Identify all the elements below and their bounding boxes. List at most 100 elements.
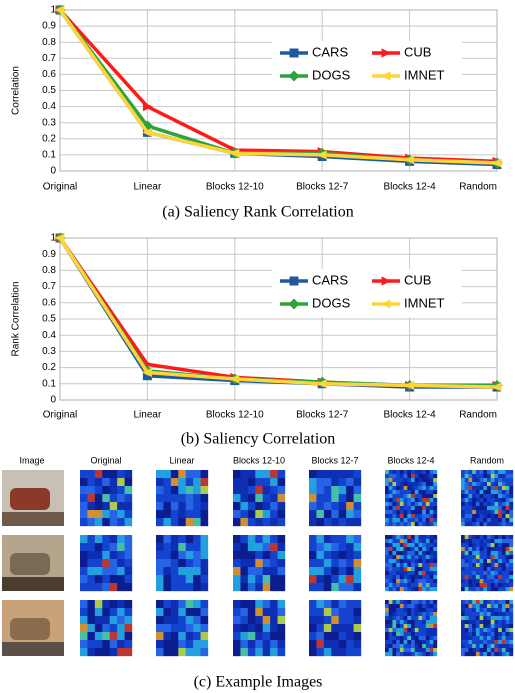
saliency-cell — [490, 616, 495, 621]
saliency-cell — [392, 612, 397, 617]
saliency-cell — [87, 510, 96, 519]
saliency-cell — [422, 498, 427, 503]
saliency-cell — [411, 535, 415, 540]
saliency-cell — [498, 470, 503, 475]
saliency-cell — [316, 494, 325, 503]
saliency-cell — [392, 490, 397, 495]
saliency-cell — [309, 616, 317, 625]
saliency-cell — [490, 535, 495, 540]
saliency-cell — [411, 628, 415, 633]
saliency-cell — [433, 608, 438, 613]
saliency-cell — [505, 648, 510, 653]
saliency-cell — [433, 632, 438, 637]
saliency-cell — [233, 567, 241, 576]
legend-label: CARS — [312, 44, 348, 59]
saliency-cell — [475, 551, 480, 556]
saliency-cell — [461, 628, 465, 633]
saliency-cell — [233, 600, 241, 609]
saliency-cell — [309, 510, 317, 519]
saliency-cell — [396, 486, 401, 491]
saliency-cell — [461, 571, 465, 576]
saliency-cell — [255, 600, 263, 609]
saliency-cell — [124, 640, 133, 649]
saliency-cell — [331, 600, 339, 609]
saliency-cell — [461, 539, 465, 544]
saliency-cell — [483, 502, 488, 507]
saliency-cell — [475, 567, 480, 572]
saliency-cell — [185, 543, 194, 552]
saliency-cell — [277, 608, 286, 617]
saliency-cell — [388, 571, 393, 576]
saliency-cell — [346, 608, 354, 617]
saliency-cell — [233, 470, 241, 479]
saliency-cell — [505, 579, 510, 584]
saliency-cell — [392, 482, 397, 487]
saliency-cell — [505, 571, 510, 576]
saliency-cell — [433, 490, 438, 495]
saliency-cell — [200, 502, 209, 511]
saliency-cell — [156, 567, 164, 576]
saliency-cell — [422, 624, 427, 629]
saliency-cell — [316, 575, 325, 584]
saliency-cell — [433, 575, 438, 580]
saliency-cell — [193, 551, 201, 560]
saliency-cell — [433, 624, 438, 629]
saliency-cell — [117, 600, 125, 609]
saliency-cell — [392, 547, 397, 552]
saliency-cell — [414, 608, 419, 613]
saliency-cell — [494, 502, 499, 507]
saliency-cell — [316, 518, 325, 527]
saliency-cell — [422, 506, 427, 511]
saliency-cell — [483, 608, 488, 613]
saliency-cell — [262, 510, 271, 519]
saliency-cell — [422, 555, 427, 560]
saliency-cell — [505, 514, 510, 519]
saliency-cell — [494, 644, 499, 649]
saliency-cell — [323, 632, 332, 641]
saliency-cell — [425, 474, 430, 479]
saliency-cell — [472, 486, 477, 491]
saliency-cell — [461, 648, 465, 653]
saliency-cell — [490, 600, 495, 605]
saliency-cell — [388, 608, 393, 613]
saliency-cell — [464, 620, 469, 625]
saliency-cell — [117, 616, 125, 625]
saliency-cell — [338, 486, 347, 495]
saliency-cell — [494, 583, 499, 588]
saliency-cell — [200, 535, 209, 544]
saliency-cell — [411, 587, 415, 592]
saliency-cell — [163, 640, 172, 649]
saliency-cell — [479, 502, 484, 507]
saliency-cell — [461, 510, 465, 515]
saliency-cell — [163, 510, 172, 519]
saliency-cell — [418, 522, 423, 527]
saliency-cell — [414, 478, 419, 483]
saliency-cell — [425, 547, 430, 552]
saliency-cell — [392, 608, 397, 613]
saliency-cell — [429, 579, 434, 584]
saliency-cell — [501, 612, 506, 617]
y-tick-label: 0.5 — [42, 314, 56, 325]
saliency-cell — [156, 551, 164, 560]
saliency-cell — [422, 567, 427, 572]
saliency-cell — [501, 559, 506, 564]
saliency-cell — [193, 583, 201, 592]
saliency-cell — [509, 551, 514, 556]
saliency-cell — [501, 644, 506, 649]
saliency-cell — [385, 490, 389, 495]
saliency-cell — [385, 474, 389, 479]
saliency-cell — [425, 502, 430, 507]
saliency-cell — [392, 636, 397, 641]
saliency-cell — [392, 494, 397, 499]
saliency-cell — [388, 563, 393, 568]
saliency-cell — [429, 555, 434, 560]
saliency-cell — [353, 486, 362, 495]
saliency-cell — [433, 470, 438, 475]
saliency-cell — [422, 600, 427, 605]
saliency-cell — [472, 644, 477, 649]
saliency-cell — [388, 470, 393, 475]
saliency-cell — [411, 474, 415, 479]
saliency-cell — [94, 470, 103, 479]
saliency-cell — [483, 567, 488, 572]
marker — [289, 48, 299, 58]
